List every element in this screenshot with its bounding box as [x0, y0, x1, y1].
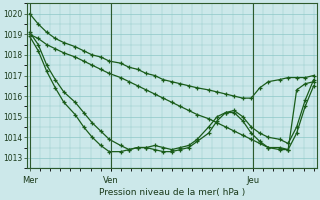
- X-axis label: Pression niveau de la mer( hPa ): Pression niveau de la mer( hPa ): [99, 188, 245, 197]
